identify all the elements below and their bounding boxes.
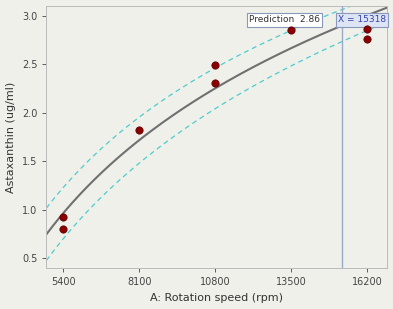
Point	[60, 227, 66, 232]
Y-axis label: Astaxanthin (ug/ml): Astaxanthin (ug/ml)	[6, 82, 16, 193]
Point	[60, 214, 66, 219]
Point	[212, 63, 218, 68]
Text: Prediction  2.86: Prediction 2.86	[249, 15, 320, 24]
X-axis label: A: Rotation speed (rpm): A: Rotation speed (rpm)	[150, 293, 283, 303]
Point	[364, 26, 370, 31]
Point	[136, 128, 142, 133]
Point	[288, 27, 294, 32]
Text: X = 15318: X = 15318	[338, 15, 386, 24]
Point	[212, 80, 218, 85]
Point	[364, 37, 370, 42]
